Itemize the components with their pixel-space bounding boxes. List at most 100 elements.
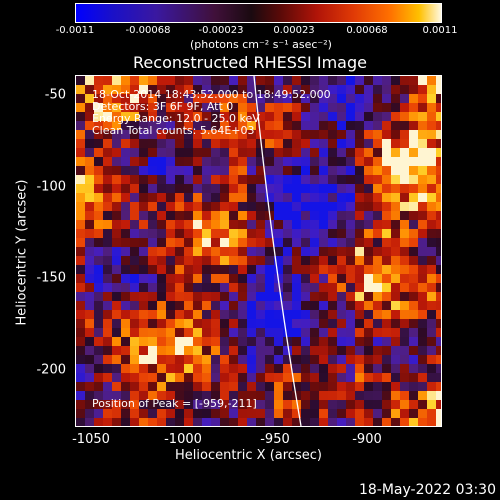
heatmap-cell xyxy=(283,130,292,139)
heatmap-cell xyxy=(373,94,382,103)
heatmap-cell xyxy=(373,229,382,238)
heatmap-cell xyxy=(130,202,139,211)
heatmap-cell xyxy=(319,121,328,130)
heatmap-cell xyxy=(130,157,139,166)
heatmap-cell xyxy=(310,121,319,130)
heatmap-cell xyxy=(76,229,85,238)
heatmap-cell xyxy=(283,211,292,220)
heatmap-cell xyxy=(157,328,166,337)
heatmap-cell xyxy=(175,175,184,184)
heatmap-cell xyxy=(247,220,256,229)
heatmap-cell xyxy=(319,238,328,247)
heatmap-cell xyxy=(265,94,274,103)
heatmap-cell xyxy=(103,220,112,229)
heatmap-cell xyxy=(202,373,211,382)
heatmap-cell xyxy=(256,373,265,382)
heatmap-cell xyxy=(301,148,310,157)
heatmap-cell xyxy=(364,130,373,139)
heatmap-cell xyxy=(238,85,247,94)
heatmap-cell xyxy=(427,274,436,283)
heatmap-cell xyxy=(310,229,319,238)
heatmap-cell xyxy=(184,247,193,256)
heatmap-cell xyxy=(355,292,364,301)
heatmap-cell xyxy=(103,121,112,130)
heatmap-cell xyxy=(184,157,193,166)
heatmap-cell xyxy=(274,202,283,211)
heatmap-cell xyxy=(148,400,157,409)
heatmap-cell xyxy=(94,121,103,130)
heatmap-cell xyxy=(121,220,130,229)
heatmap-cell xyxy=(436,274,441,283)
heatmap-cell xyxy=(310,328,319,337)
heatmap-cell xyxy=(292,121,301,130)
heatmap-cell xyxy=(418,319,427,328)
heatmap-cell xyxy=(256,157,265,166)
heatmap-cell xyxy=(346,301,355,310)
heatmap-cell xyxy=(112,193,121,202)
heatmap-cell xyxy=(355,130,364,139)
heatmap-cell xyxy=(229,202,238,211)
heatmap-cell xyxy=(436,157,441,166)
heatmap-cell xyxy=(85,148,94,157)
heatmap-cell xyxy=(400,382,409,391)
heatmap-cell xyxy=(328,220,337,229)
heatmap-cell xyxy=(256,364,265,373)
heatmap-cell xyxy=(346,409,355,418)
heatmap-cell xyxy=(175,256,184,265)
heatmap-cell xyxy=(409,283,418,292)
heatmap-cell xyxy=(220,292,229,301)
heatmap-cell xyxy=(355,337,364,346)
heatmap-cell xyxy=(391,112,400,121)
heatmap-cell xyxy=(265,301,274,310)
heatmap-cell xyxy=(121,373,130,382)
heatmap-cell xyxy=(382,283,391,292)
heatmap-cell xyxy=(355,355,364,364)
heatmap-cell xyxy=(211,130,220,139)
heatmap-cell xyxy=(193,328,202,337)
heatmap-cell xyxy=(391,400,400,409)
heatmap-cell xyxy=(418,211,427,220)
heatmap-cell xyxy=(328,355,337,364)
heatmap-cell xyxy=(76,418,85,426)
heatmap-cell xyxy=(292,337,301,346)
heatmap-cell xyxy=(301,283,310,292)
heatmap-cell xyxy=(85,400,94,409)
heatmap-cell xyxy=(112,166,121,175)
heatmap-cell xyxy=(229,256,238,265)
heatmap-cell xyxy=(409,346,418,355)
heatmap-cell xyxy=(103,265,112,274)
heatmap-cell xyxy=(229,265,238,274)
heatmap-cell xyxy=(166,382,175,391)
heatmap-cell xyxy=(427,256,436,265)
heatmap-cell xyxy=(85,301,94,310)
heatmap-cell xyxy=(436,139,441,148)
heatmap-cell xyxy=(310,373,319,382)
heatmap-cell xyxy=(112,283,121,292)
heatmap-cell xyxy=(274,193,283,202)
heatmap-cell xyxy=(373,184,382,193)
heatmap-cell xyxy=(220,391,229,400)
heatmap-cell xyxy=(301,103,310,112)
heatmap-cell xyxy=(193,418,202,426)
heatmap-cell xyxy=(427,112,436,121)
heatmap-cell xyxy=(283,400,292,409)
heatmap-cell xyxy=(391,328,400,337)
heatmap-cell xyxy=(175,148,184,157)
heatmap-cell xyxy=(391,364,400,373)
heatmap-cell xyxy=(436,283,441,292)
heatmap-cell xyxy=(265,310,274,319)
heatmap-cell xyxy=(418,283,427,292)
heatmap-cell xyxy=(373,112,382,121)
heatmap-cell xyxy=(238,409,247,418)
heatmap-cell xyxy=(292,355,301,364)
heatmap-cell xyxy=(355,265,364,274)
heatmap-cell xyxy=(355,94,364,103)
heatmap-cell xyxy=(247,76,256,85)
heatmap-cell xyxy=(184,193,193,202)
heatmap-cell xyxy=(400,274,409,283)
heatmap-cell xyxy=(436,229,441,238)
heatmap-cell xyxy=(391,103,400,112)
heatmap-cell xyxy=(103,283,112,292)
heatmap-cell xyxy=(436,148,441,157)
heatmap-cell xyxy=(274,355,283,364)
